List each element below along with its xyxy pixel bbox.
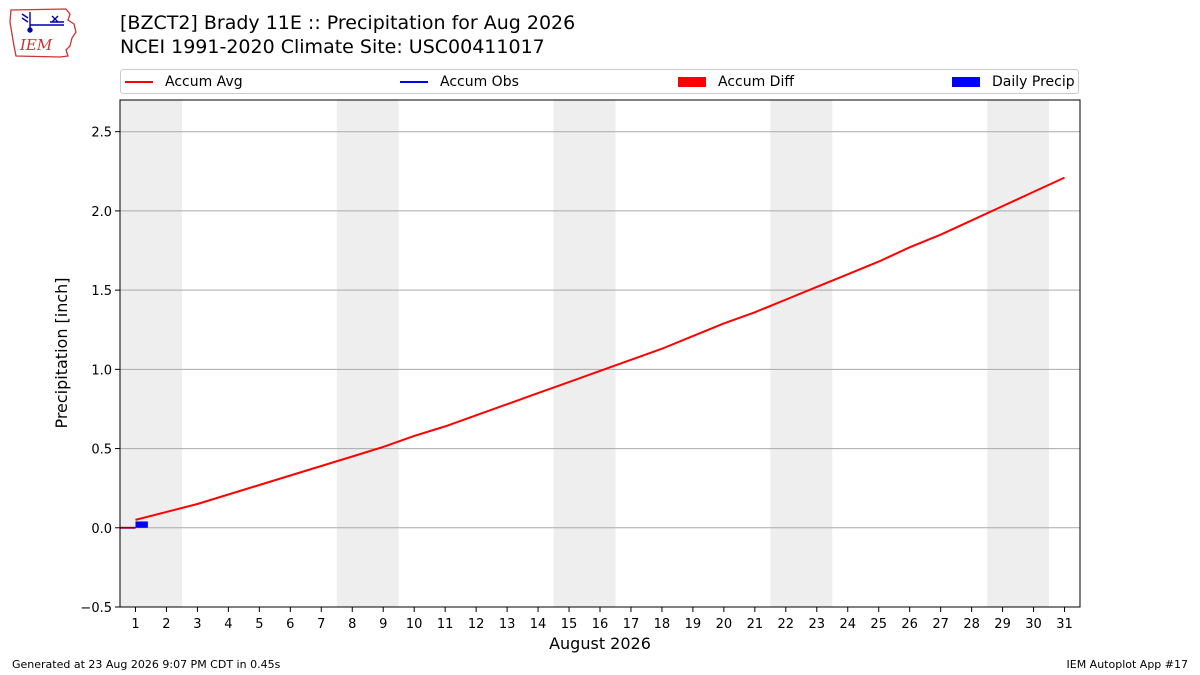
legend-patch-daily-precip	[952, 76, 980, 87]
x-tick-label: 13	[499, 617, 516, 632]
x-tick-label: 12	[468, 617, 485, 632]
y-axis-ticks: −0.5 0.0 0.5 1.0 1.5 2.0 2.5	[80, 126, 120, 616]
daily-precip-bar	[135, 521, 148, 528]
x-tick-label: 15	[561, 617, 578, 632]
footer-app-text: IEM Autoplot App #17	[1066, 658, 1189, 671]
logo-text: IEM	[19, 36, 53, 54]
y-tick-label: 1.5	[91, 284, 112, 299]
legend-label-daily-precip: Daily Precip	[992, 73, 1075, 90]
x-tick-label: 16	[592, 617, 609, 632]
weekend-shading	[120, 100, 1050, 607]
x-tick-label: 11	[437, 617, 454, 632]
y-axis-label: Precipitation [inch]	[52, 277, 71, 428]
chart-title: [BZCT2] Brady 11E :: Precipitation for A…	[120, 12, 576, 34]
y-tick-label: 2.5	[91, 126, 112, 141]
x-tick-label: 4	[224, 617, 232, 632]
x-tick-label: 27	[932, 617, 949, 632]
x-tick-label: 17	[623, 617, 640, 632]
x-tick-label: 20	[716, 617, 733, 632]
x-tick-label: 31	[1056, 617, 1073, 632]
x-tick-label: 10	[406, 617, 423, 632]
legend-item-daily-precip: Daily Precip	[952, 70, 1075, 93]
iem-logo: IEM	[9, 8, 77, 58]
weekend-band-4	[987, 100, 1050, 607]
daily-precip-bars	[135, 521, 148, 528]
weekend-band-3	[770, 100, 833, 607]
x-tick-label: 5	[255, 617, 263, 632]
x-tick-label: 25	[870, 617, 887, 632]
chart-subtitle: NCEI 1991-2020 Climate Site: USC00411017	[120, 36, 545, 58]
y-tick-label: 0.5	[91, 443, 112, 458]
x-tick-label: 2	[162, 617, 170, 632]
legend-label-accum-obs: Accum Obs	[440, 73, 519, 90]
x-tick-label: 26	[901, 617, 918, 632]
x-tick-label: 28	[963, 617, 980, 632]
legend-item-accum-diff: Accum Diff	[678, 70, 794, 93]
y-tick-label: 2.0	[91, 205, 112, 220]
x-tick-label: 23	[809, 617, 826, 632]
legend-line-accum-obs	[400, 80, 428, 83]
weekend-band-1	[336, 100, 399, 607]
x-tick-label: 18	[654, 617, 671, 632]
y-tick-label: −0.5	[80, 601, 112, 616]
x-tick-label: 19	[685, 617, 702, 632]
weather-station-icon	[21, 12, 64, 33]
x-tick-label: 14	[530, 617, 547, 632]
x-tick-label: 21	[747, 617, 764, 632]
x-axis-ticks: 1 2 3 4 5 6 7 8 9 10 11 12 13 14 15 16 17 18 19 20 21 22 23 24 2…	[131, 607, 1073, 632]
x-tick-label: 8	[348, 617, 356, 632]
legend-line-accum-avg	[125, 80, 153, 83]
weekend-band-0	[120, 100, 182, 607]
x-tick-label: 24	[839, 617, 856, 632]
x-tick-label: 9	[379, 617, 387, 632]
legend-item-accum-obs: Accum Obs	[400, 70, 519, 93]
x-tick-label: 7	[317, 617, 325, 632]
legend-item-accum-avg: Accum Avg	[125, 70, 243, 93]
x-tick-label: 30	[1025, 617, 1042, 632]
accum-avg-line	[135, 176, 1065, 521]
iowa-state-outline	[9, 8, 77, 58]
legend-patch-accum-diff	[678, 76, 706, 87]
x-tick-label: 22	[778, 617, 795, 632]
legend-label-accum-avg: Accum Avg	[165, 73, 243, 90]
chart-legend: Accum Avg Accum Obs Accum Diff Daily Pre…	[120, 69, 1079, 94]
weekend-band-2	[553, 100, 616, 607]
footer-generated-text: Generated at 23 Aug 2026 9:07 PM CDT in …	[12, 658, 281, 671]
legend-label-accum-diff: Accum Diff	[718, 73, 795, 90]
y-tick-label: 1.0	[91, 363, 112, 378]
y-tick-label: 0.0	[91, 522, 112, 537]
series-lines	[120, 176, 1065, 529]
x-tick-label: 3	[193, 617, 201, 632]
x-tick-label: 6	[286, 617, 294, 632]
x-tick-label: 1	[131, 617, 139, 632]
x-axis-label: August 2026	[549, 634, 651, 653]
x-tick-label: 29	[994, 617, 1011, 632]
